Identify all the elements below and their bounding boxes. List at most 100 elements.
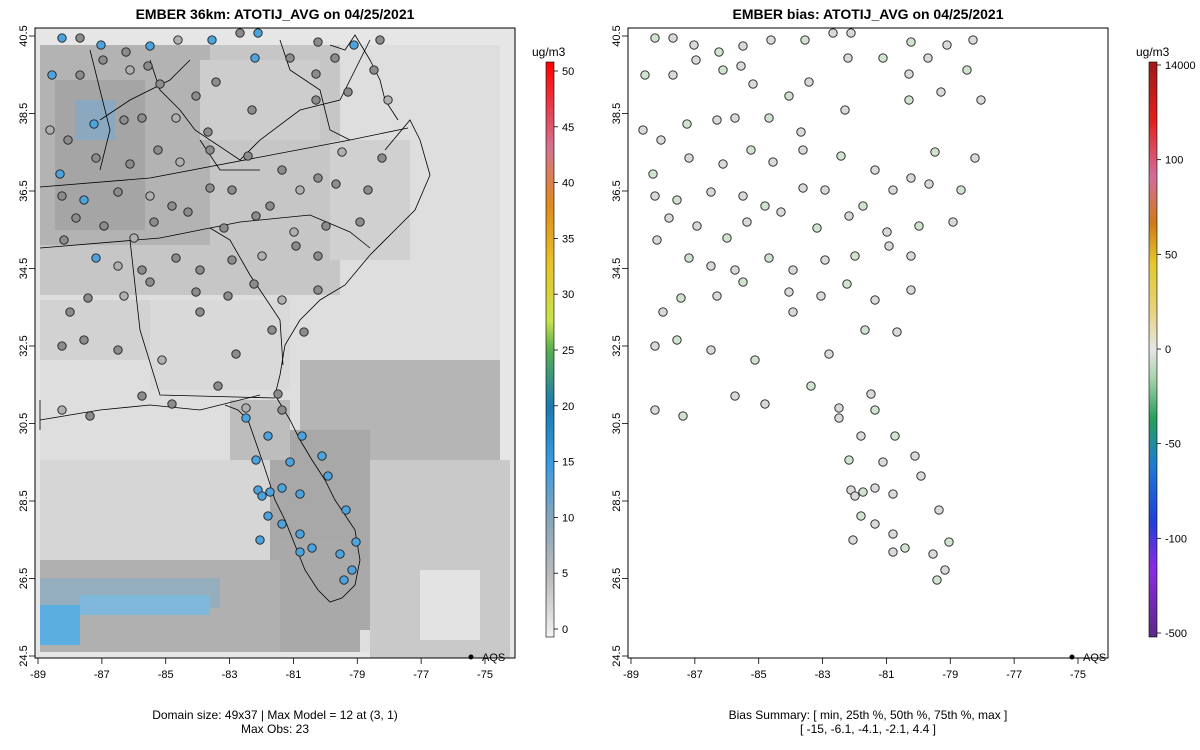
observation-point (936, 87, 946, 97)
observation-point (85, 411, 95, 421)
observation-point (948, 217, 958, 227)
observation-point (650, 33, 660, 43)
observation-point (145, 277, 155, 287)
observation-point (321, 221, 331, 231)
y-tick-label: 28.5 (611, 490, 623, 511)
observation-point (243, 151, 253, 161)
observation-point (942, 40, 952, 50)
x-tick-label: -83 (815, 669, 831, 681)
observation-point (816, 291, 826, 301)
observation-point (299, 327, 309, 337)
colorbar-tick-label: 45 (562, 122, 574, 134)
colorbar-tick-label: 10 (562, 512, 574, 524)
observation-point (856, 511, 866, 521)
observation-point (788, 307, 798, 317)
observation-point (167, 399, 177, 409)
observation-point (856, 431, 866, 441)
observation-point (137, 113, 147, 123)
colorbar-tick-label: 15 (562, 457, 574, 469)
observation-point (892, 327, 902, 337)
observation-point (295, 185, 305, 195)
x-tick-label: -77 (413, 669, 429, 681)
y-tick-label: 38.5 (611, 103, 623, 124)
observation-point (656, 135, 666, 145)
observation-point (91, 253, 101, 263)
observation-point (173, 35, 183, 45)
observation-point (195, 307, 205, 317)
observation-point (766, 35, 776, 45)
left-legend-marker (468, 654, 474, 660)
observation-point (125, 159, 135, 169)
observation-point (878, 457, 888, 467)
right-plot-title: EMBER bias: ATOTIJ_AVG on 04/25/2021 (732, 6, 1004, 22)
observation-point (714, 47, 724, 57)
x-tick-label: -89 (623, 669, 639, 681)
observation-point (219, 223, 229, 233)
observation-point (750, 355, 760, 365)
observation-point (712, 291, 722, 301)
observation-point (730, 391, 740, 401)
observation-point (155, 79, 165, 89)
observation-point (129, 233, 139, 243)
x-tick-label: -77 (1006, 669, 1022, 681)
observation-point (251, 211, 261, 221)
observation-point (317, 451, 327, 461)
observation-point (153, 145, 163, 155)
left-model-field (35, 28, 515, 658)
observation-point (776, 207, 786, 217)
observation-point (355, 217, 365, 227)
x-tick-label: -83 (222, 669, 238, 681)
y-tick-label: 32.5 (611, 335, 623, 356)
observation-point (870, 295, 880, 305)
observation-point (692, 221, 702, 231)
observation-point (904, 69, 914, 79)
observation-point (738, 277, 748, 287)
right-footer: Bias Summary: [ min, 25th %, 50th %, 75t… (628, 708, 1108, 736)
colorbar-tick-label: -500 (1165, 628, 1187, 640)
observation-point (195, 265, 205, 275)
right-legend-label: AQS (1083, 652, 1106, 664)
observation-point (257, 491, 267, 501)
left-footer-line1: Domain size: 49x37 | Max Model = 12 at (… (152, 708, 398, 722)
y-tick-label: 40.5 (18, 25, 30, 46)
observation-point (211, 77, 221, 87)
observation-point (207, 35, 217, 45)
observation-point (205, 145, 215, 155)
observation-point (906, 251, 916, 261)
observation-point (295, 547, 305, 557)
observation-point (227, 255, 237, 265)
observation-point (343, 87, 353, 97)
observation-point (113, 187, 123, 197)
observation-point (313, 173, 323, 183)
observation-point (273, 389, 283, 399)
observation-point (870, 405, 880, 415)
observation-point (157, 355, 167, 365)
observation-point (968, 35, 978, 45)
observation-point (137, 391, 147, 401)
observation-point (57, 405, 67, 415)
observation-point (99, 221, 109, 231)
observation-point (341, 505, 351, 515)
x-tick-label: -81 (878, 669, 894, 681)
observation-point (806, 381, 816, 391)
observation-point (277, 165, 287, 175)
observation-point (119, 291, 129, 301)
left-y-axis: 24.5 26.5 28.5 30.5 32.5 34.5 36.5 38.5 40.5 (18, 25, 35, 667)
observation-point (263, 511, 273, 521)
observation-point (764, 253, 774, 263)
observation-point (858, 201, 868, 211)
x-tick-label: -89 (30, 669, 46, 681)
observation-point (285, 53, 295, 63)
observation-point (976, 95, 986, 105)
observation-point (784, 91, 794, 101)
observation-point (79, 335, 89, 345)
observation-point (962, 65, 972, 75)
observation-point (940, 565, 950, 575)
x-tick-label: -85 (158, 669, 174, 681)
observation-point (884, 241, 894, 251)
observation-point (888, 489, 898, 499)
observation-point (377, 153, 387, 163)
observation-point (784, 287, 794, 297)
right-footer-line2: [ -15, -6.1, -4.1, -2.1, 4.4 ] (799, 722, 937, 736)
observation-point (910, 451, 920, 461)
